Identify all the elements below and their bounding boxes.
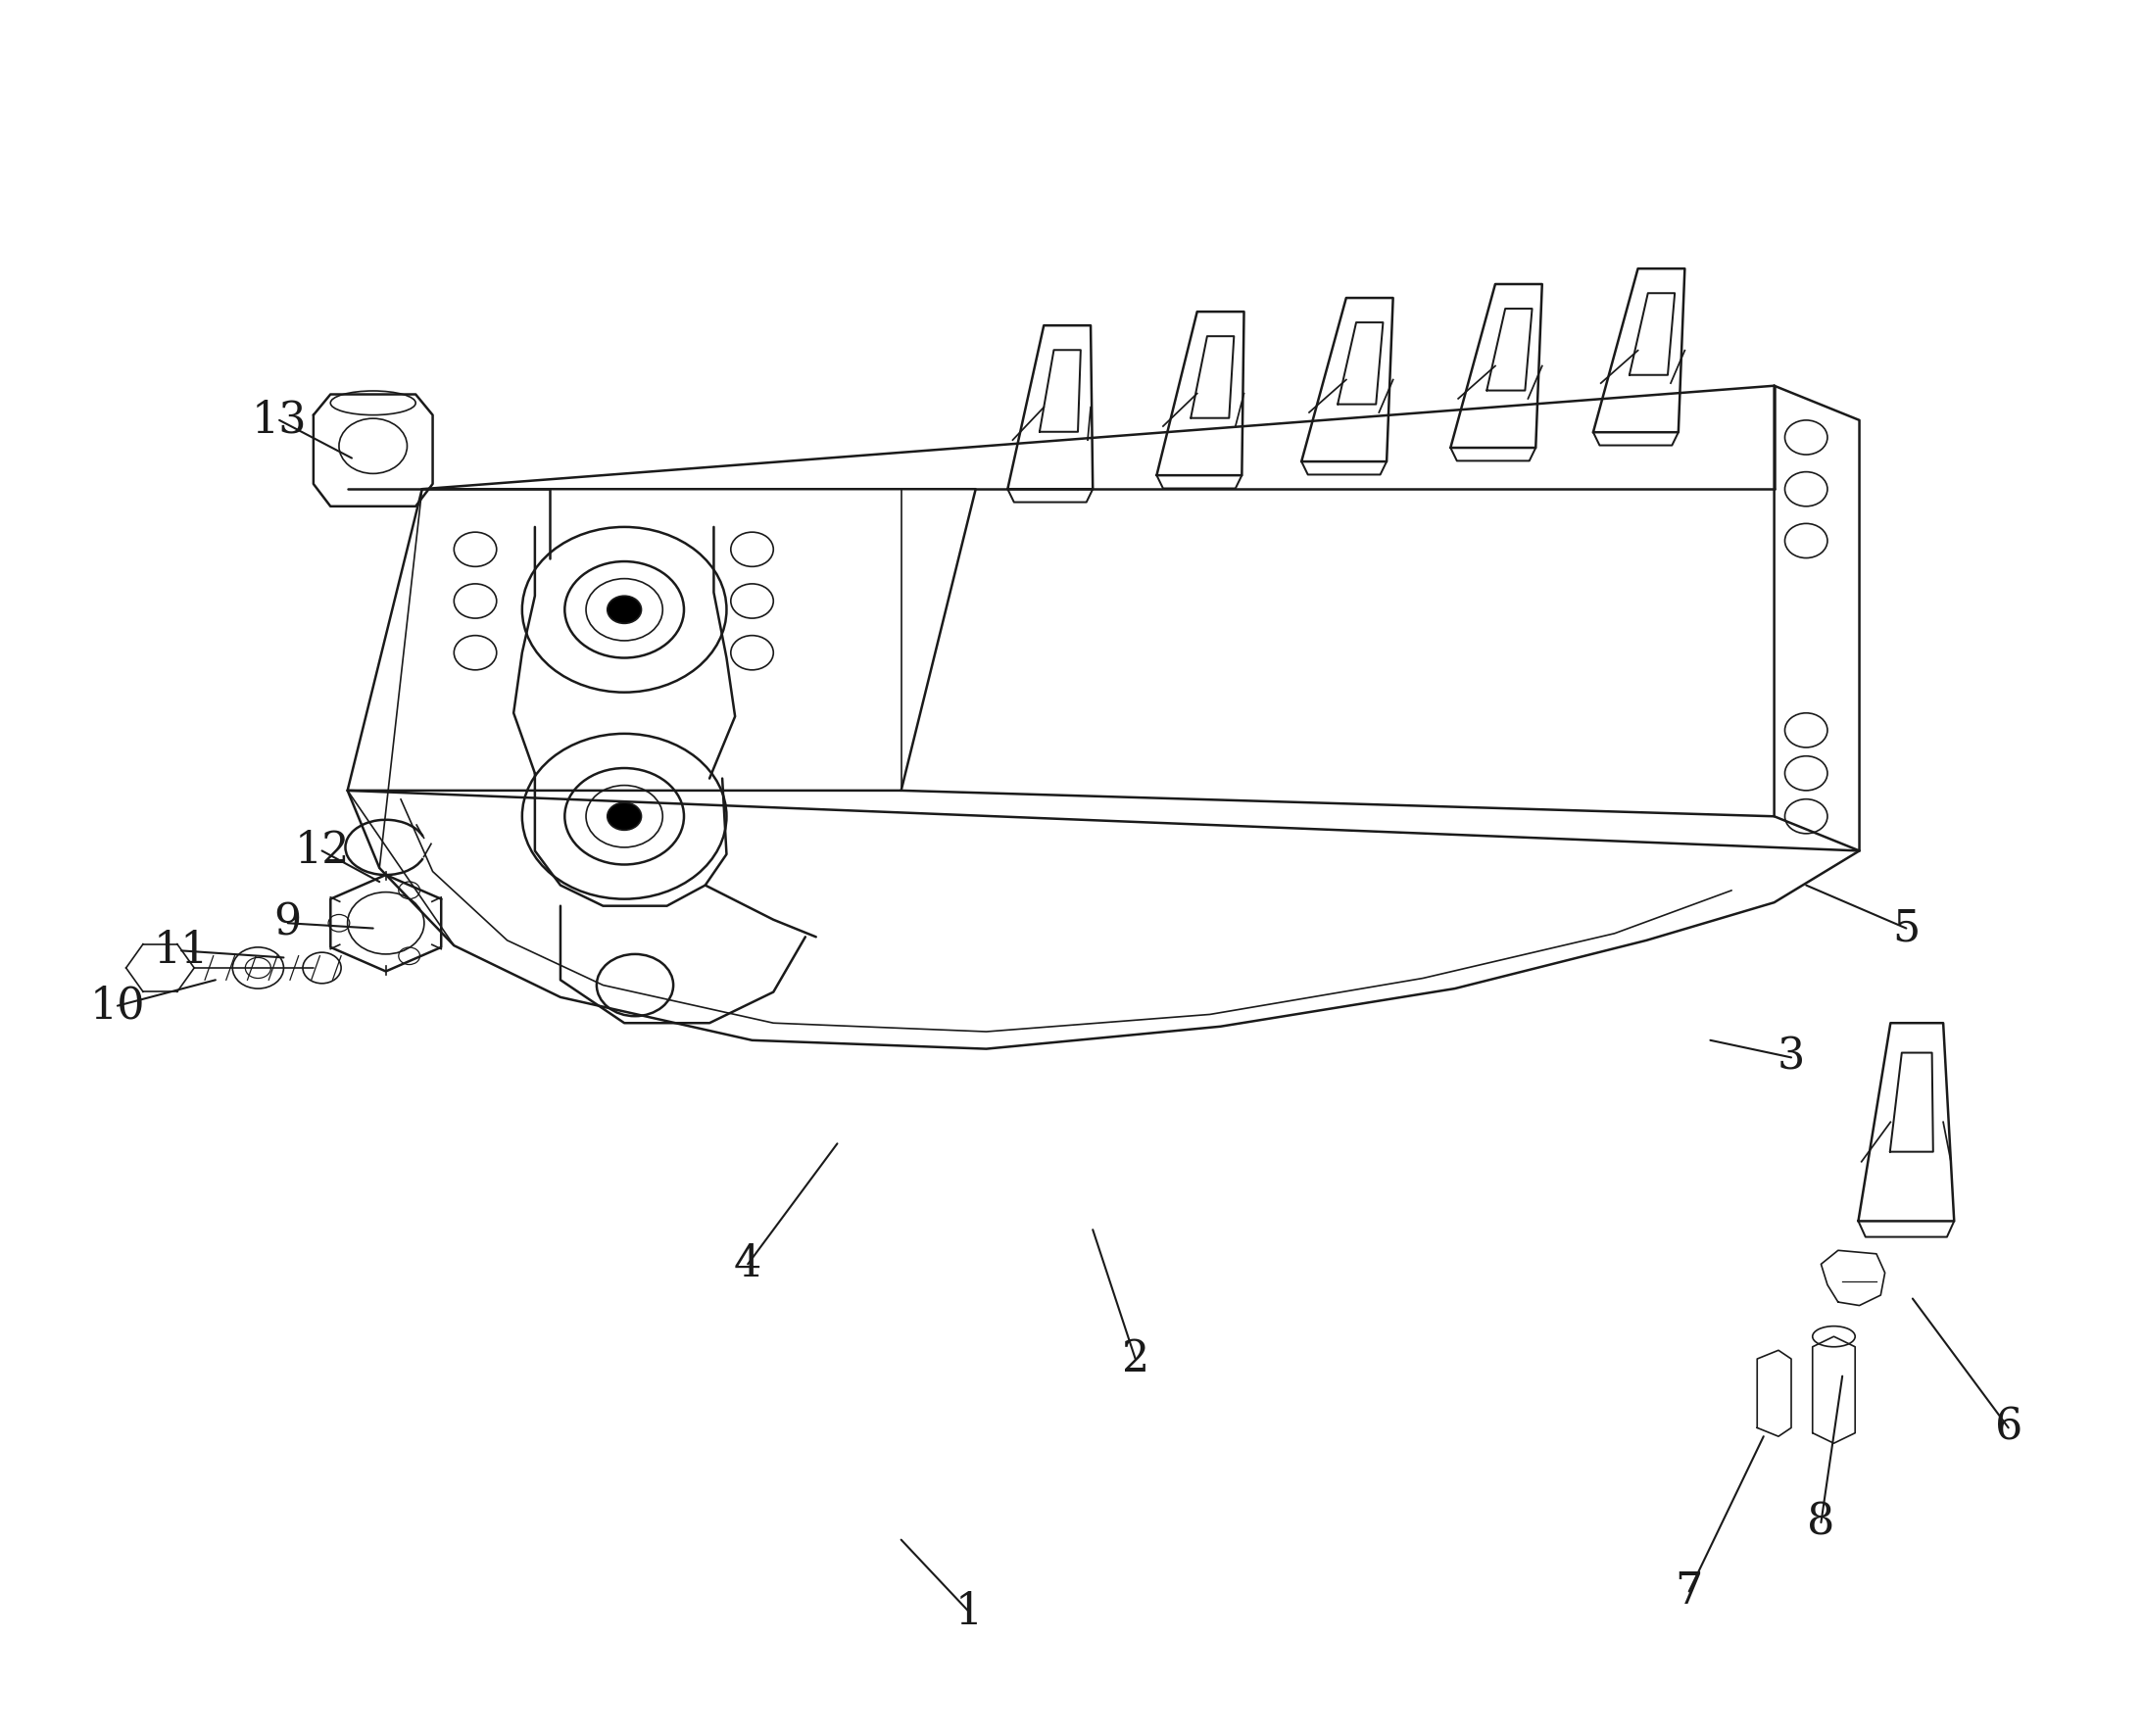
Text: 11: 11 [154,929,210,972]
Text: 4: 4 [733,1243,761,1285]
Circle shape [606,802,641,830]
Text: 12: 12 [294,830,349,871]
Text: 1: 1 [956,1590,984,1634]
Text: 9: 9 [274,903,302,944]
Text: 13: 13 [251,399,306,441]
Text: 7: 7 [1676,1571,1704,1613]
Text: 3: 3 [1777,1036,1804,1078]
Text: 8: 8 [1807,1502,1834,1543]
Circle shape [606,595,641,623]
Text: 6: 6 [1995,1406,2023,1450]
Text: 10: 10 [90,984,146,1028]
Text: 2: 2 [1121,1338,1149,1380]
Text: 5: 5 [1892,908,1920,950]
